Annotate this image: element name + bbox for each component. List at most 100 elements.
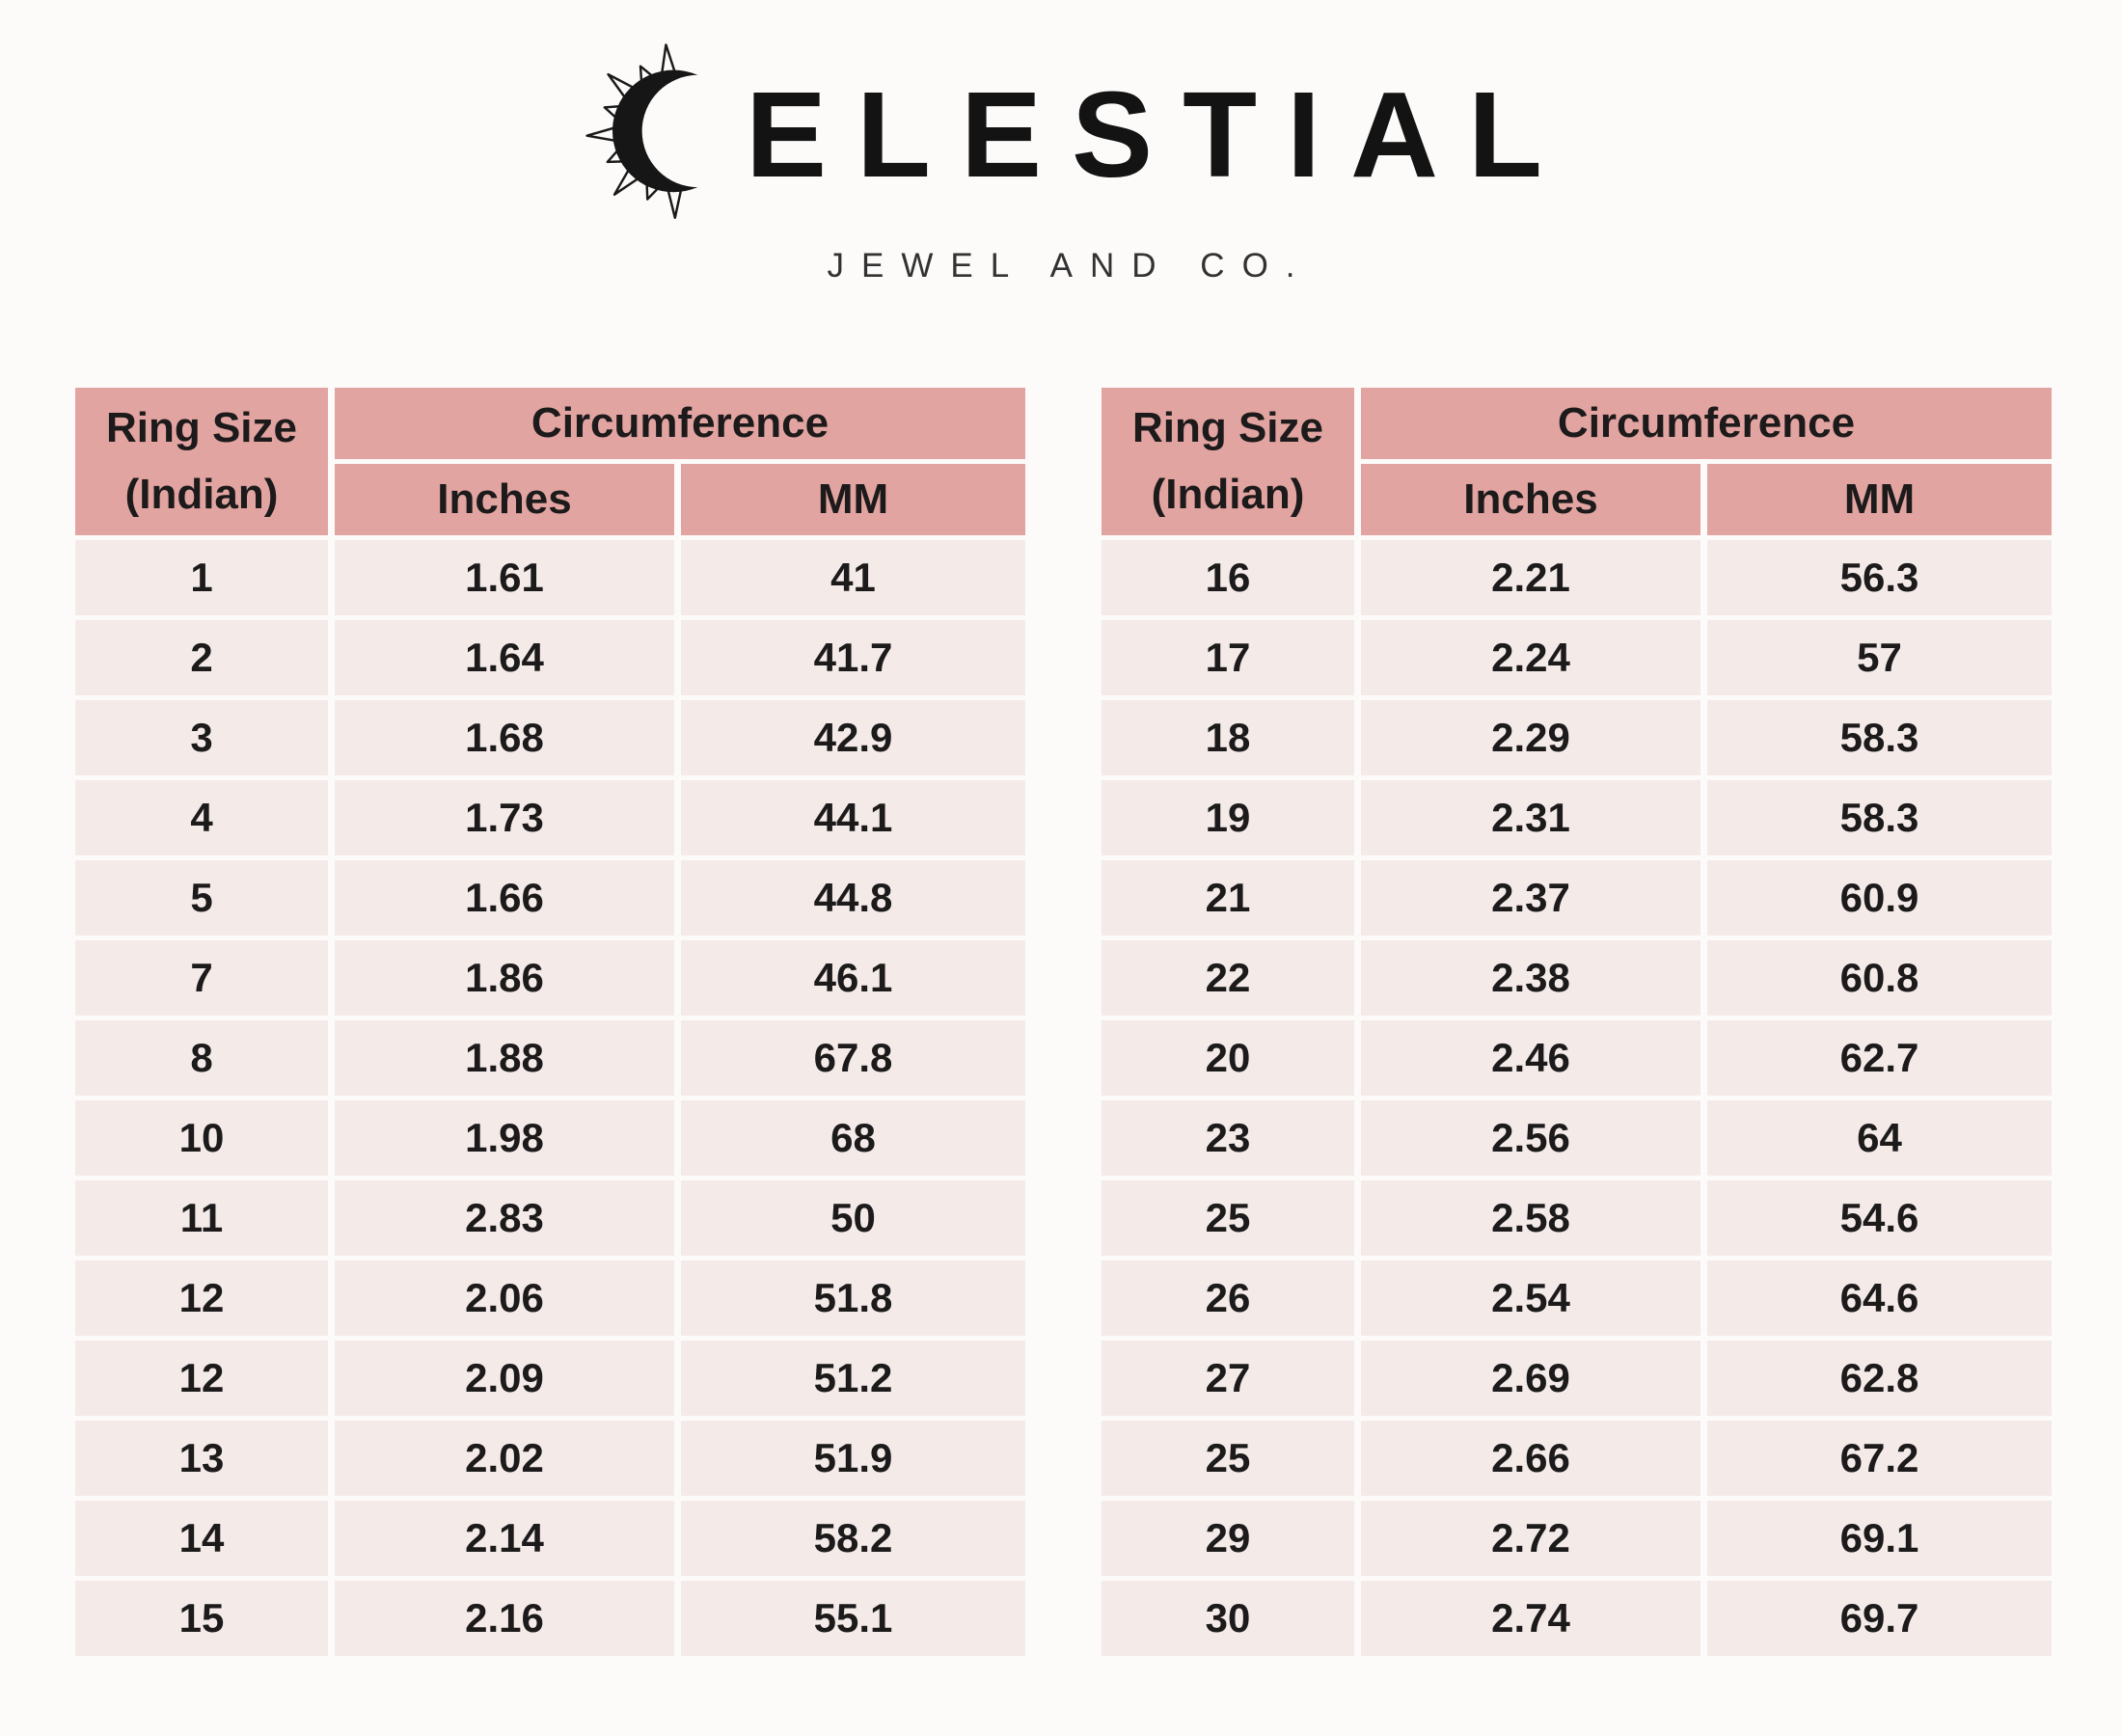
table-row: 25 2.58 54.6 bbox=[1102, 1180, 2052, 1256]
mm-cell: 68 bbox=[681, 1100, 1025, 1176]
ring-size-cell: 30 bbox=[1102, 1581, 1354, 1656]
mm-header: MM bbox=[1707, 464, 2052, 535]
ring-size-header: Ring Size (Indian) bbox=[75, 388, 328, 535]
mm-cell: 62.8 bbox=[1707, 1341, 2052, 1416]
mm-cell: 51.2 bbox=[681, 1341, 1025, 1416]
table-body-right: 16 2.21 56.3 17 2.24 57 18 2.29 58.3 19 2.31 58.3 21… bbox=[1102, 540, 2052, 1656]
table-row: 12 2.06 51.8 bbox=[75, 1261, 1025, 1336]
inches-cell: 1.64 bbox=[335, 620, 674, 695]
table-row: 20 2.46 62.7 bbox=[1102, 1020, 2052, 1096]
ring-size-cell: 23 bbox=[1102, 1100, 1354, 1176]
ring-size-cell: 4 bbox=[75, 780, 328, 855]
inches-cell: 2.83 bbox=[335, 1180, 674, 1256]
ring-size-cell: 13 bbox=[75, 1421, 328, 1496]
table-row: 14 2.14 58.2 bbox=[75, 1501, 1025, 1576]
ring-size-cell: 2 bbox=[75, 620, 328, 695]
inches-cell: 2.58 bbox=[1361, 1180, 1700, 1256]
inches-cell: 2.29 bbox=[1361, 700, 1700, 775]
table-row: 21 2.37 60.9 bbox=[1102, 860, 2052, 936]
ring-size-cell: 21 bbox=[1102, 860, 1354, 936]
table-row: 17 2.24 57 bbox=[1102, 620, 2052, 695]
inches-cell: 2.72 bbox=[1361, 1501, 1700, 1576]
inches-cell: 1.98 bbox=[335, 1100, 674, 1176]
table-row: 4 1.73 44.1 bbox=[75, 780, 1025, 855]
brand-logo: ELESTIAL bbox=[580, 39, 1542, 228]
table-row: 16 2.21 56.3 bbox=[1102, 540, 2052, 615]
table-row: 25 2.66 67.2 bbox=[1102, 1421, 2052, 1496]
table-row: 10 1.98 68 bbox=[75, 1100, 1025, 1176]
inches-cell: 2.74 bbox=[1361, 1581, 1700, 1656]
mm-cell: 57 bbox=[1707, 620, 2052, 695]
inches-cell: 2.21 bbox=[1361, 540, 1700, 615]
table-row: 15 2.16 55.1 bbox=[75, 1581, 1025, 1656]
ring-size-cell: 16 bbox=[1102, 540, 1354, 615]
mm-cell: 58.3 bbox=[1707, 780, 2052, 855]
inches-cell: 2.16 bbox=[335, 1581, 674, 1656]
ring-size-cell: 19 bbox=[1102, 780, 1354, 855]
inches-cell: 2.09 bbox=[335, 1341, 674, 1416]
mm-cell: 62.7 bbox=[1707, 1020, 2052, 1096]
ring-size-header: Ring Size (Indian) bbox=[1102, 388, 1354, 535]
inches-cell: 1.66 bbox=[335, 860, 674, 936]
mm-cell: 51.9 bbox=[681, 1421, 1025, 1496]
ring-size-table-left: Ring Size (Indian) Circumference Inches … bbox=[68, 383, 1032, 1661]
ring-size-cell: 10 bbox=[75, 1100, 328, 1176]
ring-size-cell: 18 bbox=[1102, 700, 1354, 775]
inches-cell: 2.56 bbox=[1361, 1100, 1700, 1176]
table-body-left: 1 1.61 41 2 1.64 41.7 3 1.68 42.9 4 1.73 44.1 5 1.66 4… bbox=[75, 540, 1025, 1656]
ring-size-cell: 25 bbox=[1102, 1421, 1354, 1496]
table-row: 2 1.64 41.7 bbox=[75, 620, 1025, 695]
ring-size-cell: 8 bbox=[75, 1020, 328, 1096]
ring-size-cell: 11 bbox=[75, 1180, 328, 1256]
ring-size-table-right: Ring Size (Indian) Circumference Inches … bbox=[1095, 383, 2058, 1661]
inches-cell: 1.88 bbox=[335, 1020, 674, 1096]
inches-header: Inches bbox=[335, 464, 674, 535]
mm-cell: 54.6 bbox=[1707, 1180, 2052, 1256]
table-row: 7 1.86 46.1 bbox=[75, 940, 1025, 1016]
mm-cell: 64.6 bbox=[1707, 1261, 2052, 1336]
ring-size-cell: 7 bbox=[75, 940, 328, 1016]
ring-size-cell: 15 bbox=[75, 1581, 328, 1656]
crescent-sun-icon bbox=[585, 43, 740, 220]
mm-cell: 64 bbox=[1707, 1100, 2052, 1176]
table-row: 27 2.69 62.8 bbox=[1102, 1341, 2052, 1416]
mm-cell: 42.9 bbox=[681, 700, 1025, 775]
mm-cell: 55.1 bbox=[681, 1581, 1025, 1656]
brand-subtitle: JEWEL AND CO. bbox=[827, 247, 1313, 285]
ring-size-cell: 5 bbox=[75, 860, 328, 936]
mm-cell: 60.9 bbox=[1707, 860, 2052, 936]
inches-cell: 1.68 bbox=[335, 700, 674, 775]
ring-size-header-line1: Ring Size bbox=[105, 404, 298, 452]
ring-size-cell: 17 bbox=[1102, 620, 1354, 695]
table-row: 22 2.38 60.8 bbox=[1102, 940, 2052, 1016]
mm-cell: 44.1 bbox=[681, 780, 1025, 855]
ring-size-cell: 12 bbox=[75, 1341, 328, 1416]
mm-cell: 50 bbox=[681, 1180, 1025, 1256]
table-head: Ring Size (Indian) Circumference Inches … bbox=[75, 388, 1025, 535]
mm-cell: 67.8 bbox=[681, 1020, 1025, 1096]
inches-cell: 2.31 bbox=[1361, 780, 1700, 855]
inches-header: Inches bbox=[1361, 464, 1700, 535]
mm-cell: 69.1 bbox=[1707, 1501, 2052, 1576]
mm-cell: 41.7 bbox=[681, 620, 1025, 695]
mm-cell: 60.8 bbox=[1707, 940, 2052, 1016]
inches-cell: 2.38 bbox=[1361, 940, 1700, 1016]
table-row: 12 2.09 51.2 bbox=[75, 1341, 1025, 1416]
mm-cell: 46.1 bbox=[681, 940, 1025, 1016]
ring-size-header-line2: (Indian) bbox=[1151, 470, 1305, 518]
ring-size-cell: 1 bbox=[75, 540, 328, 615]
ring-size-cell: 20 bbox=[1102, 1020, 1354, 1096]
mm-cell: 44.8 bbox=[681, 860, 1025, 936]
inches-cell: 2.37 bbox=[1361, 860, 1700, 936]
table-row: 30 2.74 69.7 bbox=[1102, 1581, 2052, 1656]
ring-size-cell: 12 bbox=[75, 1261, 328, 1336]
inches-cell: 2.69 bbox=[1361, 1341, 1700, 1416]
mm-cell: 41 bbox=[681, 540, 1025, 615]
inches-cell: 1.86 bbox=[335, 940, 674, 1016]
table-row: 26 2.54 64.6 bbox=[1102, 1261, 2052, 1336]
ring-size-header-line1: Ring Size bbox=[1131, 404, 1324, 452]
table-row: 19 2.31 58.3 bbox=[1102, 780, 2052, 855]
mm-cell: 69.7 bbox=[1707, 1581, 2052, 1656]
table-row: 3 1.68 42.9 bbox=[75, 700, 1025, 775]
inches-cell: 2.46 bbox=[1361, 1020, 1700, 1096]
